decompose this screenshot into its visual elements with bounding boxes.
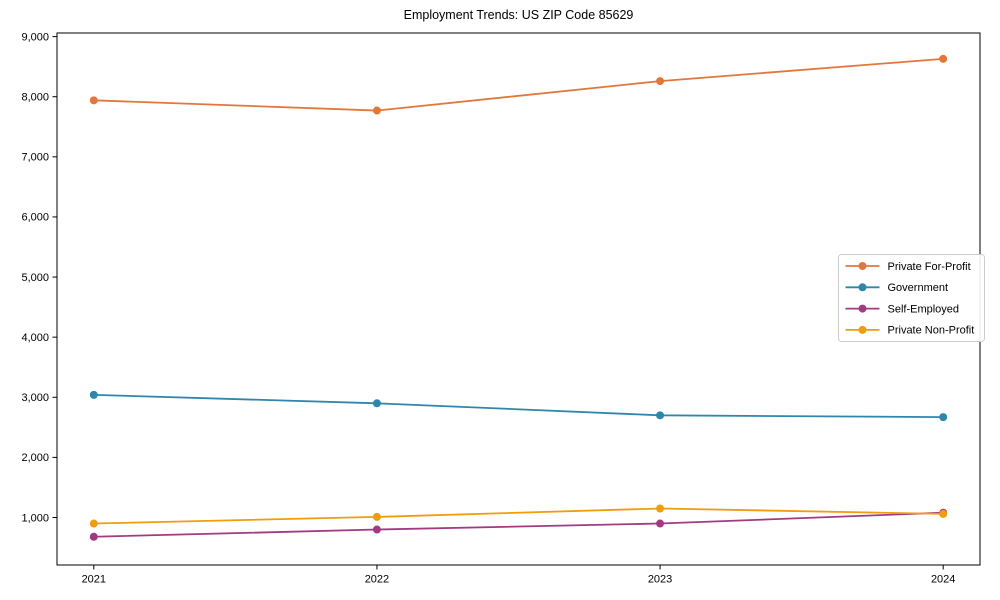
legend-label-private-non-profit: Private Non-Profit xyxy=(888,325,975,337)
legend-entry-private-non-profit: Private Non-Profit xyxy=(845,325,975,337)
legend-marker-private-non-profit xyxy=(858,325,867,334)
data-point-private-non-profit xyxy=(939,509,948,518)
data-point-self-employed xyxy=(89,532,98,541)
legend-marker-government xyxy=(858,283,867,292)
y-tick-label: 5,000 xyxy=(21,272,49,284)
legend-entry-private-for-profit: Private For-Profit xyxy=(845,261,971,273)
legend-marker-private-for-profit xyxy=(858,262,867,270)
data-point-self-employed xyxy=(656,519,665,528)
data-point-private-for-profit xyxy=(372,106,381,115)
legend-label-private-for-profit: Private For-Profit xyxy=(888,261,971,273)
y-tick-label: 7,000 xyxy=(21,152,49,164)
legend-label-government: Government xyxy=(888,282,949,294)
data-point-government xyxy=(656,411,665,420)
data-point-government xyxy=(89,390,98,399)
chart-title: Employment Trends: US ZIP Code 85629 xyxy=(403,8,634,22)
data-point-private-non-profit xyxy=(372,512,381,521)
data-point-private-for-profit xyxy=(89,96,98,105)
y-tick-label: 6,000 xyxy=(21,212,49,224)
series-line-self-employed xyxy=(92,511,945,538)
data-point-self-employed xyxy=(372,525,381,534)
data-point-private-non-profit xyxy=(89,519,98,528)
y-tick-label: 4,000 xyxy=(21,332,49,344)
data-point-government xyxy=(372,399,381,408)
x-tick-label: 2022 xyxy=(365,574,389,586)
legend-box xyxy=(838,254,985,342)
legend-entry-government: Government xyxy=(845,282,949,294)
legend-entry-self-employed: Self-Employed xyxy=(845,303,960,315)
legend-marker-self-employed xyxy=(858,304,867,313)
x-tick-label: 2021 xyxy=(82,574,106,586)
data-point-government xyxy=(939,413,948,422)
y-tick-label: 3,000 xyxy=(21,392,49,404)
data-point-private-non-profit xyxy=(656,504,665,513)
y-tick-label: 9,000 xyxy=(21,31,49,43)
y-tick-label: 1,000 xyxy=(21,512,49,524)
y-tick-label: 8,000 xyxy=(21,92,49,104)
data-point-private-for-profit xyxy=(939,54,948,63)
legend-label-self-employed: Self-Employed xyxy=(888,303,960,315)
x-tick-label: 2024 xyxy=(931,574,955,586)
data-point-private-for-profit xyxy=(656,77,665,86)
series-line-government xyxy=(92,393,945,419)
series-line-private-non-profit xyxy=(92,507,945,525)
y-tick-label: 2,000 xyxy=(21,452,49,464)
series-line-private-for-profit xyxy=(92,57,945,112)
x-tick-label: 2023 xyxy=(648,574,672,586)
